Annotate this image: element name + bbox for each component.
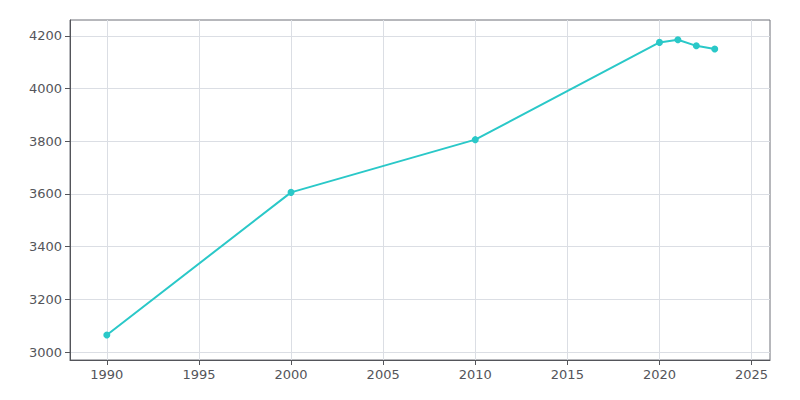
svg-text:3400: 3400 [29,239,62,254]
svg-text:1995: 1995 [182,367,215,382]
svg-text:2020: 2020 [643,367,676,382]
svg-text:3600: 3600 [29,186,62,201]
svg-text:2010: 2010 [459,367,492,382]
svg-text:2000: 2000 [275,367,308,382]
svg-text:2025: 2025 [735,367,768,382]
svg-text:4000: 4000 [29,81,62,96]
svg-text:3200: 3200 [29,292,62,307]
svg-text:1990: 1990 [90,367,123,382]
svg-text:3800: 3800 [29,134,62,149]
svg-text:2015: 2015 [551,367,584,382]
svg-text:2005: 2005 [367,367,400,382]
svg-text:3000: 3000 [29,345,62,360]
svg-text:4200: 4200 [29,28,62,43]
